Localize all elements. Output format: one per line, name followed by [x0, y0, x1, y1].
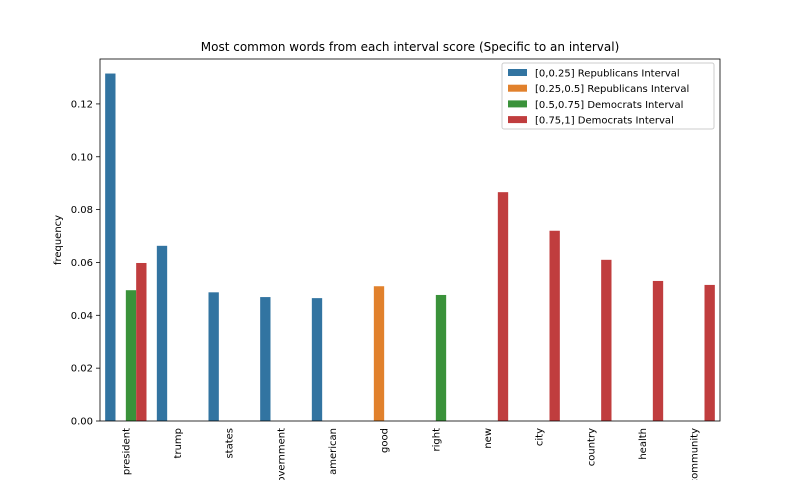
bar-states-series-1 [208, 292, 219, 421]
y-tick-label: 0.08 [71, 205, 93, 216]
bar-government-series-1 [260, 297, 271, 421]
bar-president-series-1 [105, 73, 116, 422]
y-tick-label: 0.12 [71, 99, 93, 110]
legend-swatch [508, 100, 527, 108]
y-tick-label: 0.06 [71, 258, 93, 269]
legend-label: [0.25,0.5] Republicans Interval [535, 84, 689, 95]
x-tick-label-president: president [121, 428, 132, 475]
legend-label: [0,0.25] Republicans Interval [535, 69, 680, 80]
y-tick-label: 0.02 [71, 364, 93, 375]
legend-box [501, 62, 715, 130]
legend: [0,0.25] Republicans Interval [0.25,0.5] … [501, 62, 715, 130]
x-tick-label-american: american [328, 428, 339, 475]
x-tick-label-country: country [586, 428, 597, 466]
legend-swatch [508, 69, 527, 76]
bar-good-series-2 [373, 286, 385, 421]
x-tick-label-health: health [638, 428, 649, 460]
bar-new-series-4 [497, 192, 509, 421]
y-axis-ticks: 0.00 0.02 0.04 0.06 0.08 0.10 0.12 [71, 99, 100, 428]
bar-right-series-3 [435, 294, 447, 421]
legend-label: [0.75,1] Democrats Interval [535, 116, 674, 127]
bar-country-series-4 [601, 259, 612, 421]
legend-label: [0.5,0.75] Democrats Interval [535, 100, 683, 111]
x-tick-labels: president trump states government american go… [121, 428, 700, 480]
bar-trump-series-1 [156, 245, 168, 421]
legend-swatch [508, 116, 527, 124]
x-tick-label-states: states [225, 428, 236, 459]
y-tick-label: 0.00 [71, 417, 93, 428]
legend-swatch [508, 84, 527, 92]
bar-health-series-4 [652, 280, 664, 421]
y-tick-label: 0.10 [71, 152, 93, 163]
x-tick-label-new: new [483, 428, 494, 449]
plot-frame [99, 58, 721, 422]
x-tick-label-community: community [690, 428, 701, 480]
y-axis-label: frequency [53, 215, 64, 265]
bar-city-series-4 [549, 230, 560, 421]
x-tick-label-government: government [276, 428, 287, 480]
x-axis-ticks [126, 421, 694, 425]
bar-american-series-1 [311, 298, 323, 421]
y-tick-label: 0.04 [71, 311, 93, 322]
bar-president-series-4 [136, 262, 147, 421]
x-tick-label-trump: trump [173, 428, 184, 458]
bars-group [105, 73, 715, 422]
x-tick-label-city: city [535, 428, 546, 446]
chart-title: Most common words from each interval sco… [201, 40, 620, 54]
bar-community-series-4 [704, 284, 715, 421]
x-tick-label-right: right [431, 428, 442, 452]
x-tick-label-good: good [380, 428, 391, 453]
bar-president-series-3 [125, 290, 137, 421]
